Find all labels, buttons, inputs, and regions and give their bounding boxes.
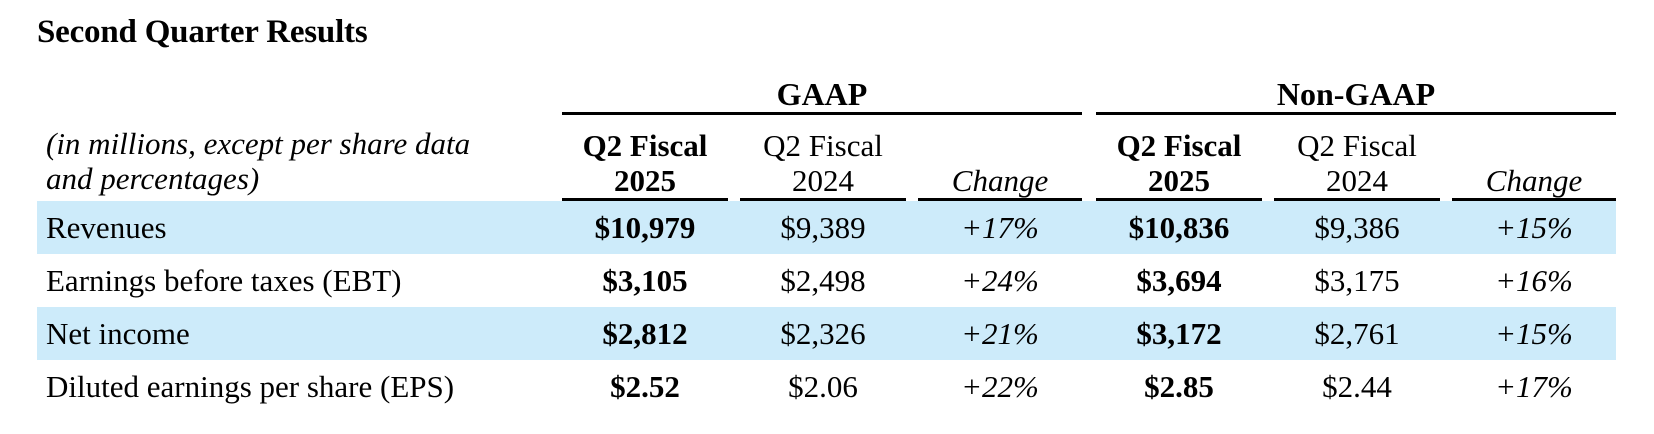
- nongaap-q2-fy2025-value: $10,836: [1128, 210, 1230, 245]
- col-header-line1: Change: [951, 163, 1049, 198]
- col-header-gaap-q2-fy2024: Q2 Fiscal 2024: [740, 126, 906, 201]
- table-row-diluted-eps: Diluted earnings per share (EPS) $2.52 $…: [37, 360, 1616, 413]
- units-note: (in millions, except per share data and …: [46, 126, 526, 196]
- col-header-line2: 2025: [613, 163, 676, 198]
- row-label: Earnings before taxes (EBT): [46, 263, 402, 298]
- col-header-line2: 2025: [1147, 163, 1210, 198]
- gaap-q2-fy2025-value: $2,812: [602, 316, 688, 351]
- nongaap-q2-fy2024-value: $2,761: [1314, 316, 1400, 351]
- gaap-q2-fy2024-value: $9,389: [780, 210, 866, 245]
- gaap-q2-fy2024-value: $2,326: [780, 316, 866, 351]
- col-header-line1: Change: [1485, 163, 1583, 198]
- gaap-q2-fy2025-value: $3,105: [602, 263, 688, 298]
- non-gaap-group-header: Non-GAAP: [1096, 76, 1616, 115]
- gaap-q2-fy2025-value: $10,979: [594, 210, 696, 245]
- col-header-line1: Q2 Fiscal: [1297, 128, 1417, 163]
- col-header-line1: Q2 Fiscal: [763, 128, 883, 163]
- gaap-q2-fy2025-value: $2.52: [610, 369, 680, 404]
- page-title: Second Quarter Results: [37, 14, 368, 50]
- col-header-line2: 2024: [792, 163, 854, 198]
- col-header-nongaap-q2-fy2025: Q2 Fiscal 2025: [1096, 126, 1262, 201]
- gaap-change-value: +24%: [961, 263, 1039, 298]
- gaap-change-value: +22%: [961, 369, 1039, 404]
- nongaap-q2-fy2024-value: $2.44: [1322, 369, 1392, 404]
- nongaap-change-value: +15%: [1495, 316, 1573, 351]
- col-header-nongaap-change: Change: [1452, 126, 1616, 201]
- gaap-q2-fy2024-value: $2.06: [788, 369, 858, 404]
- nongaap-q2-fy2025-value: $3,694: [1136, 263, 1222, 298]
- nongaap-change-value: +15%: [1495, 210, 1573, 245]
- col-header-gaap-q2-fy2025: Q2 Fiscal 2025: [562, 126, 728, 201]
- row-label: Net income: [46, 316, 190, 351]
- col-header-gaap-change: Change: [918, 126, 1082, 201]
- nongaap-change-value: +16%: [1495, 263, 1573, 298]
- col-header-nongaap-q2-fy2024: Q2 Fiscal 2024: [1274, 126, 1440, 201]
- nongaap-change-value: +17%: [1495, 369, 1573, 404]
- nongaap-q2-fy2024-value: $9,386: [1314, 210, 1400, 245]
- col-header-line1: Q2 Fiscal: [1116, 128, 1242, 163]
- table-row-net-income: Net income $2,812 $2,326 +21% $3,172 $2,…: [37, 307, 1616, 360]
- col-header-line2: 2024: [1326, 163, 1388, 198]
- gaap-change-value: +17%: [961, 210, 1039, 245]
- units-note-line2: and percentages): [46, 161, 260, 196]
- col-header-line1: Q2 Fiscal: [582, 128, 708, 163]
- gaap-change-value: +21%: [961, 316, 1039, 351]
- nongaap-q2-fy2025-value: $3,172: [1136, 316, 1222, 351]
- table-row-revenues: Revenues $10,979 $9,389 +17% $10,836 $9,…: [37, 201, 1616, 254]
- nongaap-q2-fy2024-value: $3,175: [1314, 263, 1400, 298]
- row-label: Revenues: [46, 210, 167, 245]
- gaap-q2-fy2024-value: $2,498: [780, 263, 866, 298]
- units-note-line1: (in millions, except per share data: [46, 126, 471, 161]
- table-row-ebt: Earnings before taxes (EBT) $3,105 $2,49…: [37, 254, 1616, 307]
- nongaap-q2-fy2025-value: $2.85: [1144, 369, 1214, 404]
- gaap-group-header: GAAP: [562, 76, 1082, 115]
- row-label: Diluted earnings per share (EPS): [46, 369, 455, 404]
